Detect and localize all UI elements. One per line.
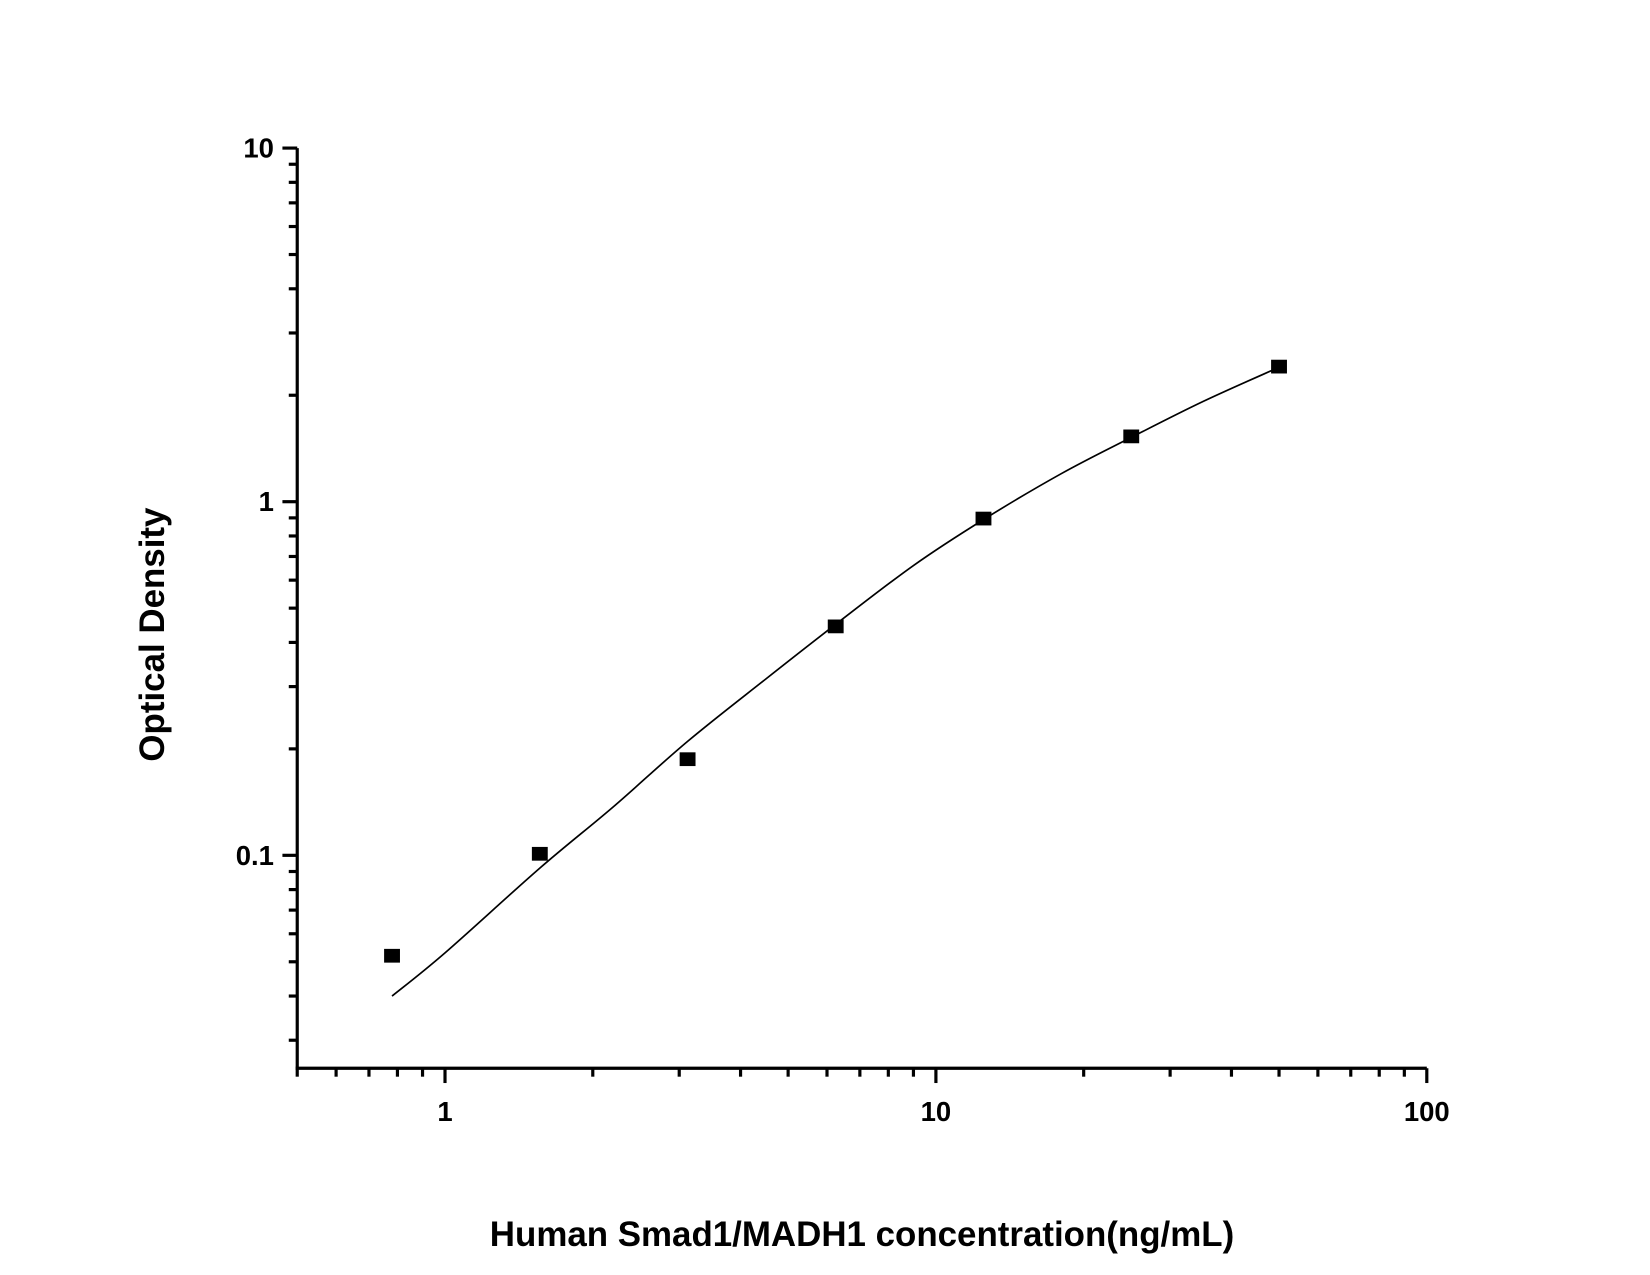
data-points-group [384,359,1287,963]
y-tick-label: 0.1 [236,840,274,871]
y-tick-label: 1 [259,486,274,517]
x-tick-label: 10 [921,1096,952,1127]
fit-curve-group [391,366,1280,997]
data-point [1271,359,1287,374]
axes [282,146,1429,1084]
x-axis-title: Human Smad1/MADH1 concentration(ng/mL) [490,1215,1234,1254]
data-point [1123,429,1140,444]
data-point [827,619,844,634]
tick-labels: 1 10 100 0.1 1 10 [236,133,1450,1128]
x-tick-label: 100 [1404,1096,1450,1127]
data-point [679,752,696,767]
x-tick-label: 1 [437,1096,452,1127]
fit-curve [391,366,1280,997]
data-point [531,846,548,861]
data-point [384,948,400,963]
y-axis-title: Optical Density [133,507,172,762]
y-tick-label: 10 [243,133,274,164]
data-point [975,511,992,526]
